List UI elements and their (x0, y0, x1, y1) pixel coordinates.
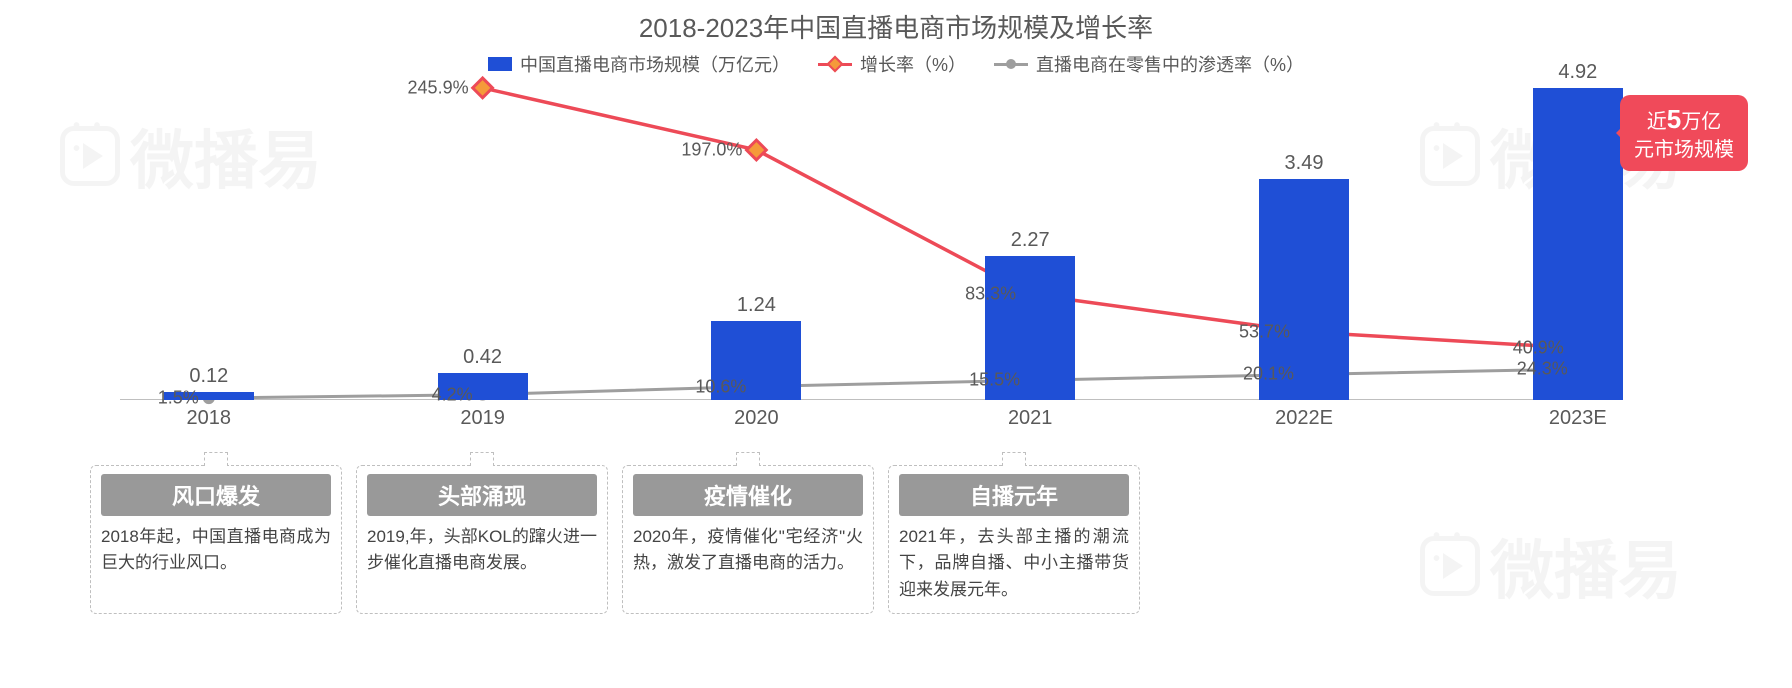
watermark: • • • 微播易 (1420, 520, 1682, 612)
bar-value-label: 4.92 (1518, 61, 1638, 84)
annotation-head: 头部涌现 (367, 474, 597, 516)
legend-swatch-penetration (994, 63, 1028, 66)
legend-swatch-growth (818, 63, 852, 66)
legend-swatch-bar (488, 57, 512, 71)
growth-label: 40.9% (1513, 338, 1570, 359)
annotation-head: 自播元年 (899, 474, 1129, 516)
x-axis-label: 2023E (1508, 407, 1648, 430)
annotation-head: 风口爆发 (101, 474, 331, 516)
x-axis-label: 2021 (960, 407, 1100, 430)
penetration-label: 1.5% (158, 388, 205, 409)
growth-label: 245.9% (408, 77, 475, 98)
line-series-svg (120, 70, 1600, 430)
penetration-label: 15.5% (969, 370, 1026, 391)
x-axis-label: 2018 (139, 407, 279, 430)
play-icon: • • • (1420, 536, 1480, 596)
annotation-head: 疫情催化 (633, 474, 863, 516)
x-axis-label: 2020 (686, 407, 826, 430)
chart-title: 2018-2023年中国直播电商市场规模及增长率 (0, 0, 1792, 45)
penetration-label: 24.3% (1517, 359, 1574, 380)
x-axis-line (120, 399, 1600, 400)
annotation-box: 疫情催化 2020年，疫情催化"宅经济"火热，激发了直播电商的活力。 (622, 465, 874, 614)
bar-value-label: 3.49 (1244, 152, 1364, 175)
annotation-box: 头部涌现 2019,年，头部KOL的蹿火进一步催化直播电商发展。 (356, 465, 608, 614)
annotation-body: 2019,年，头部KOL的蹿火进一步催化直播电商发展。 (367, 524, 597, 577)
x-axis-label: 2019 (413, 407, 553, 430)
annotations-row: 风口爆发 2018年起，中国直播电商成为巨大的行业风口。头部涌现 2019,年，头部… (90, 465, 1140, 614)
bar-value-label: 2.27 (970, 229, 1090, 252)
annotation-body: 2018年起，中国直播电商成为巨大的行业风口。 (101, 524, 331, 577)
penetration-label: 4.2% (432, 384, 479, 405)
chart-plot: 0.12 2018 0.42 2019 1.24 2020 2.27 2021 3.49 2022… (120, 70, 1600, 430)
penetration-label: 20.1% (1243, 364, 1300, 385)
bar-value-label: 0.12 (149, 365, 269, 388)
growth-label: 83.3% (965, 284, 1022, 305)
bar-value-label: 1.24 (696, 294, 816, 317)
annotation-box: 自播元年 2021年，去头部主播的潮流下，品牌自播、中小主播带货迎来发展元年。 (888, 465, 1140, 614)
callout-badge: 近5万亿 元市场规模 (1620, 95, 1748, 171)
growth-label: 53.7% (1239, 321, 1296, 342)
growth-label: 197.0% (681, 139, 748, 160)
x-axis-label: 2022E (1234, 407, 1374, 430)
bar-value-label: 0.42 (423, 346, 543, 369)
annotation-box: 风口爆发 2018年起，中国直播电商成为巨大的行业风口。 (90, 465, 342, 614)
annotation-body: 2021年，去头部主播的潮流下，品牌自播、中小主播带货迎来发展元年。 (899, 524, 1129, 603)
annotation-body: 2020年，疫情催化"宅经济"火热，激发了直播电商的活力。 (633, 524, 863, 577)
play-icon: • • • (60, 126, 120, 186)
penetration-label: 10.6% (695, 376, 752, 397)
